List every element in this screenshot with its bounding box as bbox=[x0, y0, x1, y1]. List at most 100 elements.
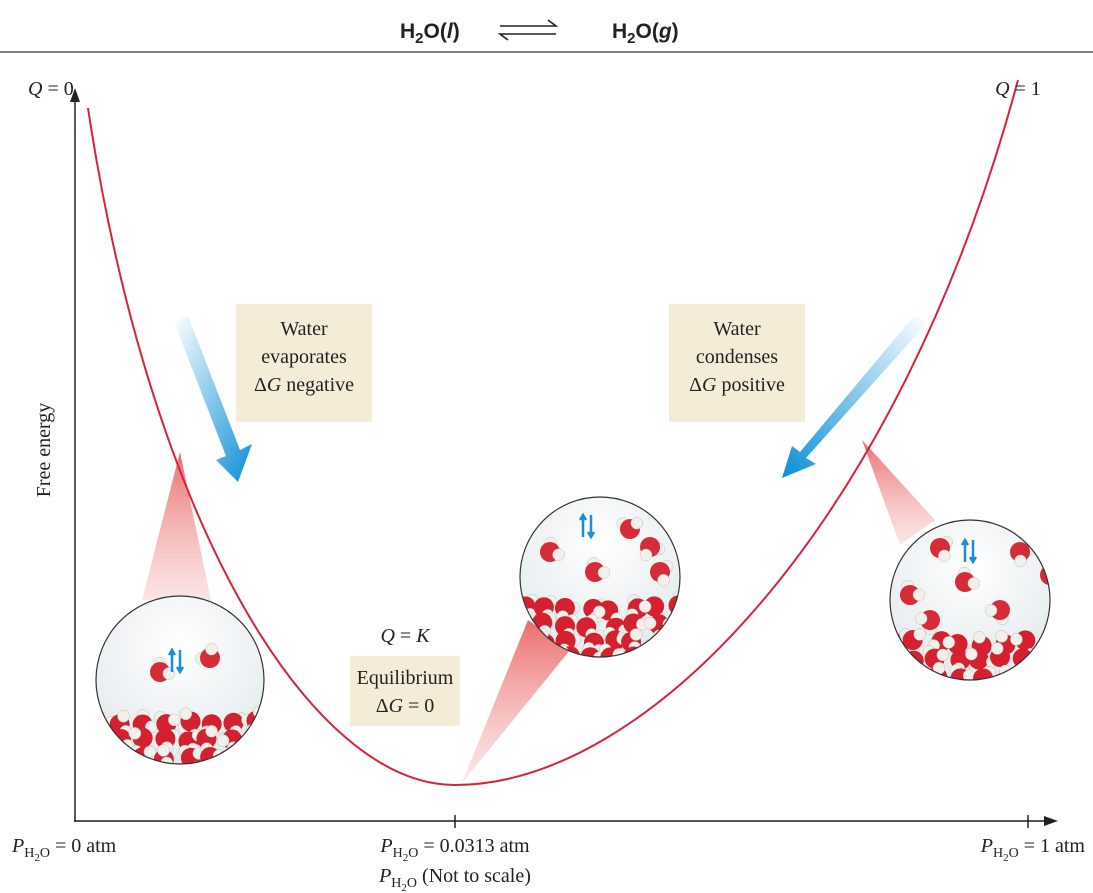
oxygen bbox=[265, 731, 285, 751]
hydrogen bbox=[936, 648, 950, 662]
hydrogen bbox=[277, 731, 289, 743]
hydrogen bbox=[992, 677, 1005, 680]
hydrogen bbox=[228, 778, 240, 790]
hydrogen bbox=[1028, 672, 1042, 680]
hydrogen bbox=[552, 548, 565, 561]
hydrogen bbox=[893, 664, 906, 678]
hydrogen bbox=[267, 778, 279, 790]
oxygen bbox=[96, 732, 111, 753]
text: 2 bbox=[403, 852, 409, 864]
hydrogen bbox=[101, 731, 115, 744]
hydrogen bbox=[126, 771, 138, 783]
hydrogen bbox=[990, 642, 1004, 655]
exchange-arrow bbox=[578, 512, 588, 537]
title-product: H2O(g) bbox=[612, 20, 679, 47]
hydrogen bbox=[238, 749, 251, 763]
box-text: ΔG = 0 bbox=[376, 695, 435, 717]
hydrogen bbox=[973, 631, 986, 644]
text: Q bbox=[995, 78, 1010, 100]
box-text: Water bbox=[280, 318, 328, 340]
exchange-arrow bbox=[167, 647, 177, 672]
water-molecule bbox=[177, 707, 201, 735]
hydrogen bbox=[639, 548, 653, 562]
water-molecule bbox=[221, 766, 245, 791]
box-text: Water bbox=[713, 318, 761, 340]
water-molecule bbox=[669, 651, 680, 657]
hydrogen bbox=[179, 707, 192, 721]
hydrogen bbox=[659, 650, 673, 657]
hydrogen bbox=[913, 628, 926, 641]
hydrogen bbox=[96, 728, 101, 741]
exchange-arrow bbox=[960, 537, 970, 562]
hydrogen bbox=[1018, 660, 1032, 674]
hydrogen bbox=[643, 616, 657, 630]
hydrogen bbox=[1034, 661, 1047, 675]
hydrogen bbox=[214, 764, 226, 776]
water-molecule bbox=[660, 631, 680, 656]
oxygen bbox=[907, 667, 928, 680]
hydrogen bbox=[276, 755, 288, 767]
hydrogen bbox=[657, 574, 670, 587]
text: P bbox=[379, 835, 392, 857]
water-molecule bbox=[639, 537, 666, 562]
text: positive bbox=[716, 374, 784, 396]
hydrogen bbox=[221, 766, 233, 778]
text-box bbox=[236, 304, 372, 422]
text: G bbox=[702, 374, 717, 396]
hydrogen bbox=[965, 647, 978, 661]
exchange-arrow bbox=[586, 515, 596, 540]
hydrogen bbox=[1042, 646, 1050, 659]
hydrogen bbox=[1035, 658, 1049, 672]
y-axis-label: Free energy bbox=[33, 403, 55, 498]
text: H bbox=[612, 20, 627, 43]
water-molecule bbox=[1035, 646, 1050, 672]
text: O bbox=[407, 876, 417, 891]
water-molecule bbox=[108, 763, 129, 764]
text: = 0 bbox=[42, 78, 73, 100]
text: g bbox=[658, 20, 672, 43]
oxygen bbox=[96, 761, 114, 764]
hydrogen bbox=[561, 659, 573, 671]
water-molecule bbox=[96, 731, 115, 758]
hydrogen bbox=[245, 737, 258, 751]
water-molecule bbox=[191, 725, 218, 749]
hydrogen bbox=[96, 753, 99, 764]
oxygen bbox=[247, 727, 264, 748]
hydrogen bbox=[257, 768, 269, 780]
text: 2 bbox=[1003, 852, 1009, 864]
water-molecule bbox=[239, 744, 263, 764]
x-axis-title: PH2O (Not to scale) bbox=[378, 865, 531, 893]
hydrogen bbox=[676, 613, 680, 627]
hydrogen bbox=[681, 602, 693, 614]
text: H bbox=[393, 846, 403, 861]
hydrogen bbox=[268, 711, 280, 723]
hydrogen bbox=[890, 639, 891, 653]
oxygen bbox=[648, 634, 669, 655]
hydrogen bbox=[97, 744, 110, 758]
water-molecule bbox=[949, 664, 976, 680]
water-molecule bbox=[265, 731, 289, 756]
oxygen bbox=[890, 650, 908, 671]
title-reactant: H2O(l) bbox=[400, 20, 460, 47]
oxygen bbox=[262, 765, 282, 785]
hydrogen bbox=[96, 740, 104, 753]
view-border bbox=[519, 496, 681, 658]
oxygen bbox=[96, 744, 111, 764]
text: O( bbox=[636, 20, 659, 43]
water-molecule bbox=[986, 642, 1011, 668]
water-molecule bbox=[585, 556, 611, 582]
hydrogen bbox=[981, 680, 993, 692]
box-text: Equilibrium bbox=[357, 667, 454, 689]
text: = 0.0313 atm bbox=[418, 835, 530, 857]
view-border bbox=[889, 519, 1051, 681]
equilibrium-arrow bbox=[497, 19, 559, 41]
text: negative bbox=[281, 374, 354, 396]
water-molecule bbox=[225, 741, 251, 764]
water-molecule bbox=[240, 762, 261, 764]
hydrogen bbox=[205, 642, 218, 656]
water-molecule bbox=[1040, 559, 1050, 585]
oxygen bbox=[157, 761, 178, 764]
x-label: PH2O = 0.0313 atm bbox=[379, 835, 530, 864]
hydrogen bbox=[1049, 646, 1050, 660]
free-energy-curve bbox=[87, 79, 1019, 787]
